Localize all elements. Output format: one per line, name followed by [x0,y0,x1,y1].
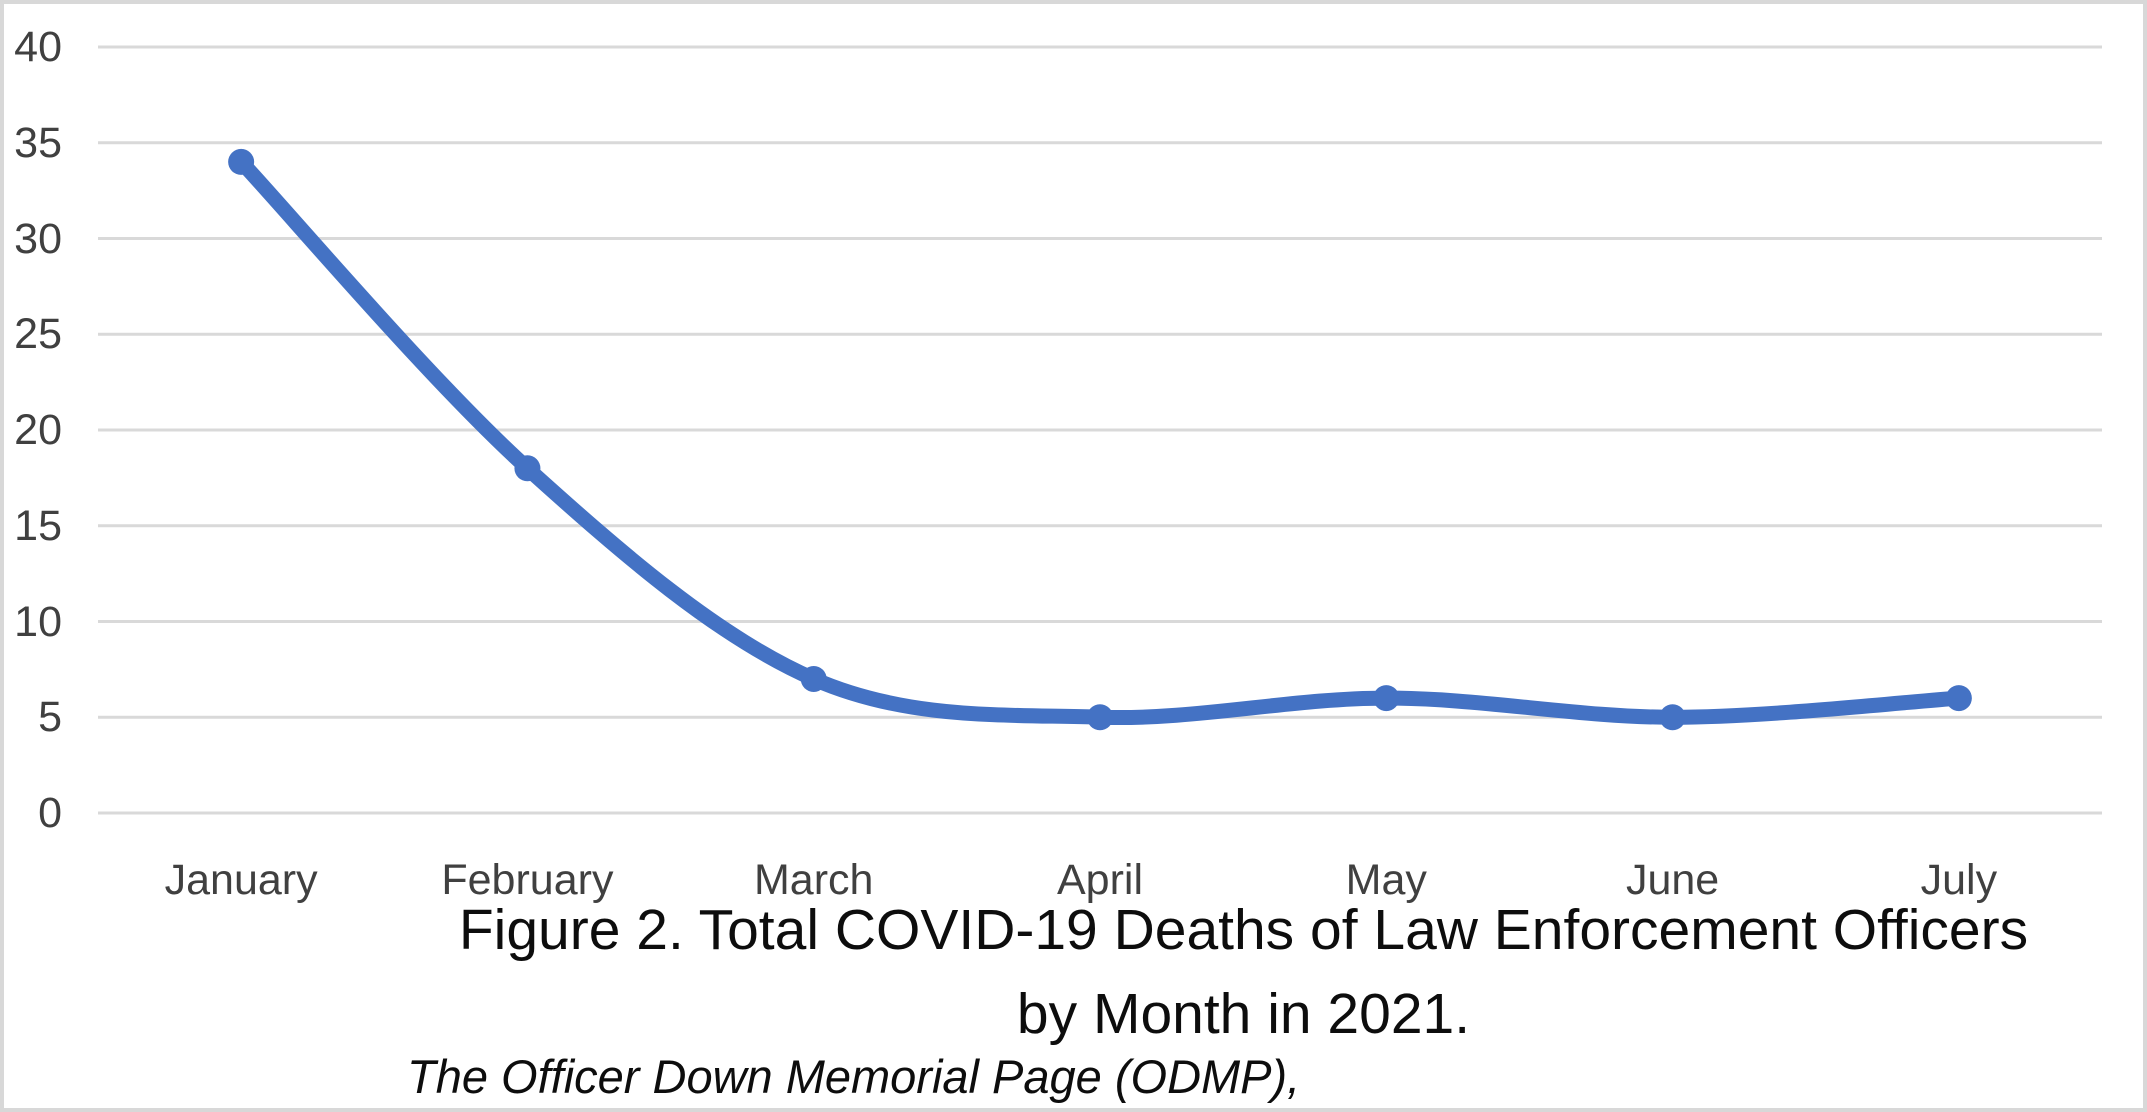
data-point-april [1087,704,1113,731]
y-tick-label-15: 15 [14,501,62,550]
figure-caption-line-2: by Month in 2021. [1016,982,1471,1046]
x-tick-label-february: February [441,856,614,904]
y-tick-label-30: 30 [14,214,62,263]
y-tick-label-25: 25 [14,310,62,359]
x-tick-label-january: January [164,856,318,904]
y-tick-label-40: 40 [14,23,62,71]
data-point-may [1373,685,1400,712]
x-tick-label-may: May [1345,856,1427,904]
data-point-june [1659,704,1686,731]
data-point-march [800,665,827,692]
data-point-july [1945,685,1972,712]
y-tick-label-0: 0 [38,789,62,837]
y-tick-label-5: 5 [38,693,62,742]
x-tick-label-april: April [1056,856,1144,904]
figure-caption: Figure 2. Total COVID-19 Deaths of Law E… [350,888,2137,1056]
x-tick-label-july: July [1920,856,1998,904]
y-tick-label-35: 35 [14,118,62,167]
data-point-february [514,455,541,482]
source-note: The Officer Down Memorial Page (ODMP), [407,1050,1301,1103]
series-line [233,154,1967,726]
y-tick-label-10: 10 [14,597,62,646]
data-point-january [228,148,255,175]
y-tick-label-20: 20 [14,406,62,454]
x-tick-label-march: March [753,856,874,904]
figure-caption-line-1: Figure 2. Total COVID-19 Deaths of Law E… [458,898,2029,962]
x-tick-label-june: June [1625,856,1720,904]
